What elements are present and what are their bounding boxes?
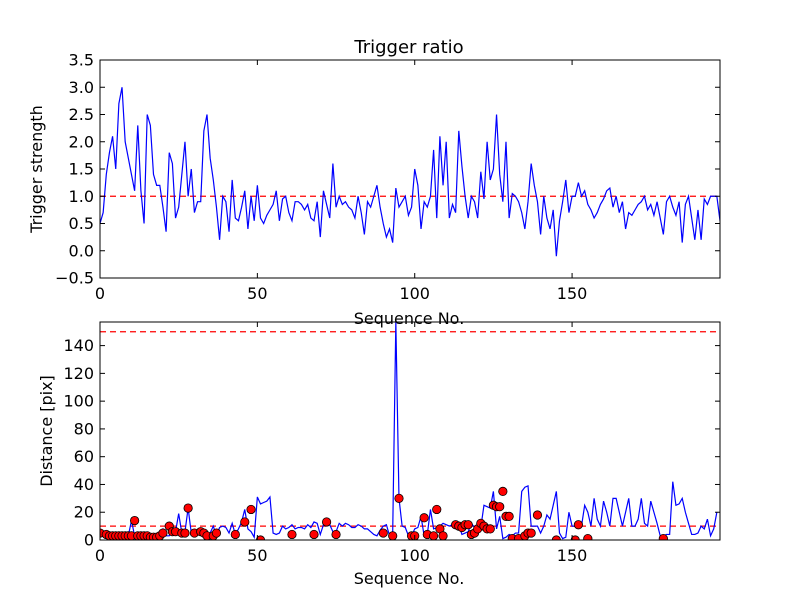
data-point-marker (504, 511, 514, 521)
y-tick-label: 2.0 (69, 132, 94, 151)
bottom-chart: 0 50 100 150 0 20 40 60 80 100 120 140 Sequence No.… (37, 321, 721, 588)
plot-content (100, 87, 720, 257)
data-point-marker (331, 529, 341, 540)
top-chart-ylabel: Trigger strength (27, 105, 46, 234)
top-chart-xlabel: Sequence No. (354, 309, 465, 328)
data-point-marker (378, 528, 388, 538)
data-point-marker (658, 534, 668, 540)
top-chart-title: Trigger ratio (353, 37, 463, 58)
bottom-plot-area: 0 50 100 150 0 20 40 60 80 100 120 140 (63, 321, 721, 565)
data-point-marker (432, 504, 442, 515)
data-point-marker (240, 517, 250, 527)
data-point-marker (573, 520, 583, 530)
y-tick-label: 40 (74, 475, 94, 494)
y-tick-label: 140 (63, 336, 94, 355)
data-point-marker (158, 528, 168, 538)
y-tick-label: 80 (74, 419, 94, 438)
data-point-marker (394, 493, 404, 503)
y-tick-label: 3.5 (69, 51, 94, 70)
x-tick-label: 100 (399, 284, 430, 303)
data-point-marker (438, 531, 448, 540)
x-tick-label: 150 (557, 546, 588, 565)
data-point-marker (485, 524, 495, 534)
y-tick-label: 0.0 (69, 241, 94, 260)
plot-frame (99, 321, 721, 541)
data-point-marker (495, 502, 505, 512)
data-point-marker (130, 515, 140, 526)
x-tick-label: 100 (399, 546, 430, 565)
data-point-marker (583, 534, 593, 540)
data-point-marker (230, 529, 240, 540)
y-tick-label: 120 (63, 364, 94, 383)
series-line-0 (100, 87, 720, 257)
y-tick-label: 0.5 (69, 214, 94, 233)
y-tick-label: 3.0 (69, 78, 94, 97)
data-point-marker (429, 531, 439, 540)
y-tick-label: 1.0 (69, 187, 94, 206)
data-point-marker (463, 520, 473, 530)
x-tick-label: 0 (95, 284, 105, 303)
data-point-marker (183, 503, 193, 513)
data-point-marker (287, 529, 297, 540)
y-tick-label: 1.5 (69, 160, 94, 179)
x-tick-label: 50 (247, 546, 267, 565)
data-point-marker (498, 486, 508, 497)
bottom-chart-xlabel: Sequence No. (354, 569, 465, 588)
data-point-marker (419, 513, 429, 523)
data-point-marker (321, 517, 332, 527)
data-point-marker (388, 531, 398, 540)
data-point-marker (180, 528, 190, 538)
y-tick-label: 100 (63, 392, 94, 411)
y-tick-label: −0.5 (55, 269, 94, 288)
data-point-marker (526, 528, 536, 538)
y-tick-label: 60 (74, 447, 94, 466)
data-point-marker (211, 528, 222, 538)
y-tick-label: 20 (74, 503, 94, 522)
top-chart: Trigger ratio 0 50 100 150 −0.5 0.0 0.5 1.0 1.5 2… (27, 37, 721, 328)
data-point-marker (246, 504, 256, 515)
data-point-marker (309, 529, 319, 540)
data-point-marker (532, 510, 543, 520)
x-tick-label: 50 (247, 284, 267, 303)
y-tick-label: 2.5 (69, 105, 94, 124)
bottom-chart-ylabel: Distance [pix] (37, 375, 56, 487)
y-tick-label: 0 (84, 531, 94, 550)
x-tick-label: 150 (557, 284, 588, 303)
x-tick-label: 0 (95, 546, 105, 565)
top-plot-area: 0 50 100 150 −0.5 0.0 0.5 1.0 1.5 2.0 2.5 3.0 3.5 (55, 51, 721, 303)
